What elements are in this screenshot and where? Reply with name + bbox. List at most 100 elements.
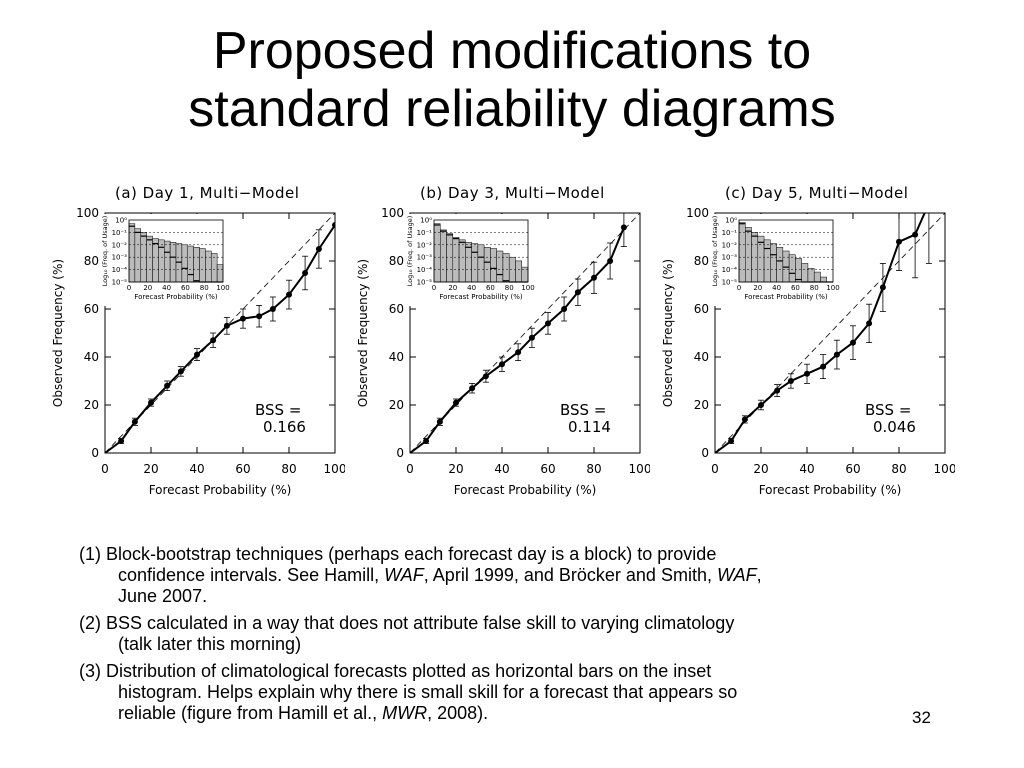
data-point [820, 363, 827, 370]
inset-x-tick-label: 20 [448, 284, 457, 292]
y-tick-label: 80 [389, 254, 404, 268]
usage-bar [738, 222, 746, 283]
usage-bar [745, 227, 752, 283]
x-tick-label: 100 [629, 462, 650, 476]
y-tick-label: 0 [701, 446, 709, 460]
inset-x-tick-label: 40 [467, 284, 476, 292]
note-3: (3) Distribution of climatological forec… [79, 661, 959, 724]
y-tick-label: 100 [686, 206, 709, 220]
bss-label: BSS = [560, 401, 607, 419]
data-point [482, 373, 489, 380]
data-point [879, 284, 886, 291]
x-tick-label: 40 [494, 462, 509, 476]
data-point [728, 438, 735, 444]
usage-bar [515, 260, 522, 283]
inset-y-tick-label: 10⁻³ [417, 254, 433, 262]
inset-x-tick-label: 20 [143, 284, 152, 292]
data-point [286, 291, 292, 298]
data-point [620, 224, 627, 231]
data-point [118, 438, 125, 444]
usage-bar [452, 237, 460, 283]
y-tick-label: 100 [76, 206, 99, 220]
usage-bar [164, 240, 171, 283]
inset-y-tick-label: 10⁻⁵ [417, 279, 433, 287]
x-tick-label: 0 [711, 462, 719, 476]
x-tick-label: 60 [235, 462, 250, 476]
bss-annotation: BSS = 0.046 [865, 402, 916, 436]
inset-x-tick-label: 80 [505, 284, 514, 292]
inset-frame [433, 219, 529, 283]
inset-x-tick-label: 0 [737, 284, 741, 292]
inset-x-tick-label: 100 [521, 284, 534, 292]
bss-label: BSS = [865, 401, 912, 419]
inset-y-tick-label: 10⁰ [420, 217, 432, 225]
chart-title: (c) Day 5, Multi−Model [725, 184, 909, 202]
data-point [436, 418, 443, 425]
inset-y-tick-label: 10⁻² [112, 241, 128, 249]
data-point [912, 231, 919, 238]
data-point [561, 306, 568, 312]
x-tick-label: 20 [753, 462, 768, 476]
usage-bar [446, 233, 454, 283]
inset-x-axis-label: Forecast Probability (%) [744, 293, 827, 301]
data-point [256, 313, 263, 320]
journal-name: WAF [384, 565, 424, 585]
inset-x-tick-label: 80 [200, 284, 209, 292]
usage-bar [175, 243, 183, 283]
plot-frame [409, 212, 641, 454]
usage-bar [776, 247, 784, 283]
x-tick-label: 80 [891, 462, 906, 476]
inset-x-tick-label: 100 [216, 284, 229, 292]
usage-bar [458, 239, 466, 283]
inset-y-axis-label: Log₁₀ (Freq. of Usage) [711, 216, 719, 287]
inset-y-tick-label: 10⁻⁵ [722, 279, 738, 287]
usage-bar [216, 264, 224, 283]
y-tick-label: 80 [84, 254, 99, 268]
y-tick-label: 40 [389, 350, 404, 364]
y-tick-label: 0 [91, 446, 99, 460]
chart-title: (a) Day 1, Multi−Model [115, 184, 300, 202]
notes-list: (1) Block-bootstrap techniques (perhaps … [79, 544, 959, 730]
inset-y-tick-label: 10⁻⁴ [417, 266, 433, 274]
usage-bar [757, 235, 765, 283]
usage-bar [465, 242, 472, 283]
plot-frame [104, 212, 336, 454]
y-axis-label: Observed Frequency (%) [661, 259, 675, 407]
series-group [715, 213, 932, 453]
note-3-line-2: histogram. Helps explain why there is sm… [118, 682, 738, 702]
inset-y-tick-label: 10⁻⁴ [722, 266, 738, 274]
y-tick-label: 60 [84, 302, 99, 316]
data-point [774, 387, 781, 394]
inset-frame [738, 219, 834, 283]
chart-title: (b) Day 3, Multi−Model [420, 184, 605, 202]
inset-x-tick-label: 0 [432, 284, 436, 292]
y-tick-label: 60 [694, 302, 709, 316]
usage-bar [483, 247, 491, 283]
usage-bar [770, 243, 777, 283]
inset-x-tick-label: 0 [127, 284, 131, 292]
data-point [528, 334, 535, 341]
inset-y-tick-label: 10⁰ [115, 217, 127, 225]
usage-bar [782, 250, 790, 283]
bss-label: BSS = [255, 401, 302, 419]
data-point [453, 399, 459, 406]
usage-bar [205, 250, 212, 283]
data-point [194, 351, 200, 358]
usage-bar [193, 247, 200, 283]
inset-x-tick-label: 20 [753, 284, 762, 292]
note-1-line-3: June 2007. [118, 586, 208, 606]
usage-bar [795, 258, 802, 283]
note-text: , [756, 565, 762, 585]
inset-y-axis-label: Log₁₀ (Freq. of Usage) [406, 216, 414, 287]
inset-y-tick-label: 10⁻³ [112, 254, 128, 262]
inset-y-tick-label: 10⁻² [417, 241, 433, 249]
y-tick-label: 20 [389, 398, 404, 412]
usage-bar [502, 253, 510, 283]
note-3-line-1: (3) Distribution of climatological forec… [79, 661, 712, 681]
bss-annotation: BSS = 0.114 [560, 402, 611, 436]
inset-frame [128, 219, 224, 283]
x-axis-label: Forecast Probability (%) [454, 483, 597, 497]
inset-x-tick-label: 40 [162, 284, 171, 292]
data-point [131, 418, 138, 425]
x-tick-label: 40 [799, 462, 814, 476]
